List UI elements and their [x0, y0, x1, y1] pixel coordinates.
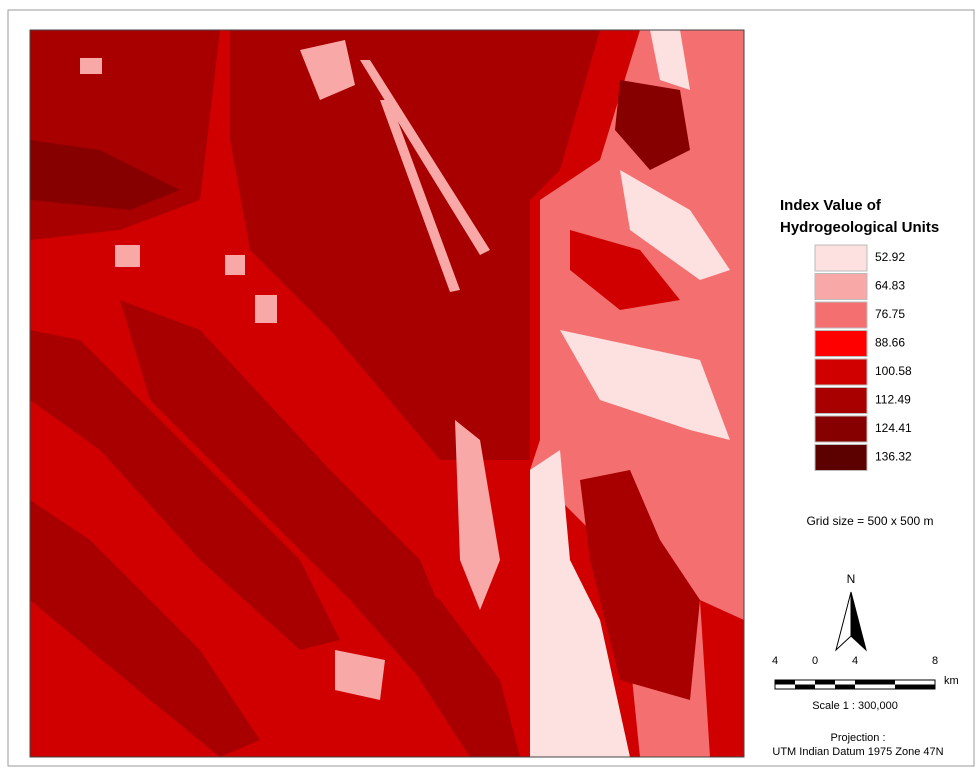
- map-patch: [115, 245, 140, 267]
- legend-label: 64.83: [875, 279, 905, 293]
- scale-tick: 8: [932, 655, 938, 667]
- legend-swatch: [815, 274, 867, 300]
- scale-bar-segment: [795, 685, 815, 690]
- scale-tick: 4: [852, 655, 858, 667]
- legend-label: 76.75: [875, 307, 905, 321]
- scale-bar: [775, 680, 935, 689]
- legend-swatch: [815, 302, 867, 328]
- legend-swatch: [815, 445, 867, 471]
- map-patch: [225, 255, 245, 275]
- scale-bar-segment: [855, 680, 895, 685]
- legend-swatch: [815, 388, 867, 414]
- scale-bar-segment: [895, 685, 935, 690]
- legend-label: 112.49: [875, 393, 911, 407]
- legend-swatch: [815, 245, 867, 271]
- legend-swatch: [815, 416, 867, 442]
- legend-label: 100.58: [875, 364, 912, 378]
- legend-label: 124.41: [875, 421, 912, 435]
- scale-tick: 4: [772, 655, 778, 667]
- raster-map: [30, 30, 744, 757]
- legend-swatch: [815, 331, 867, 357]
- page: Index Value of Hydrogeological Units 52.…: [0, 0, 976, 774]
- scale-bar-segment: [775, 680, 795, 685]
- scale-tick: 0: [812, 655, 818, 667]
- scale-bar-segment: [815, 680, 835, 685]
- legend-title: Index Value of: [780, 197, 882, 214]
- scale-text: Scale 1 : 300,000: [812, 700, 898, 712]
- legend-label: 52.92: [875, 250, 905, 264]
- legend-title: Hydrogeological Units: [780, 219, 939, 236]
- projection-label: Projection :: [830, 732, 885, 744]
- map-patch: [255, 295, 277, 323]
- map-layout: Index Value of Hydrogeological Units 52.…: [0, 0, 976, 769]
- north-label: N: [847, 572, 856, 586]
- legend-label: 136.32: [875, 450, 912, 464]
- scale-unit: km: [944, 675, 959, 687]
- legend-swatch: [815, 359, 867, 385]
- scale-bar-segment: [835, 685, 855, 690]
- legend-label: 88.66: [875, 336, 905, 350]
- map-patch: [80, 58, 102, 74]
- grid-note: Grid size = 500 x 500 m: [806, 514, 933, 528]
- projection-text: UTM Indian Datum 1975 Zone 47N: [772, 746, 943, 758]
